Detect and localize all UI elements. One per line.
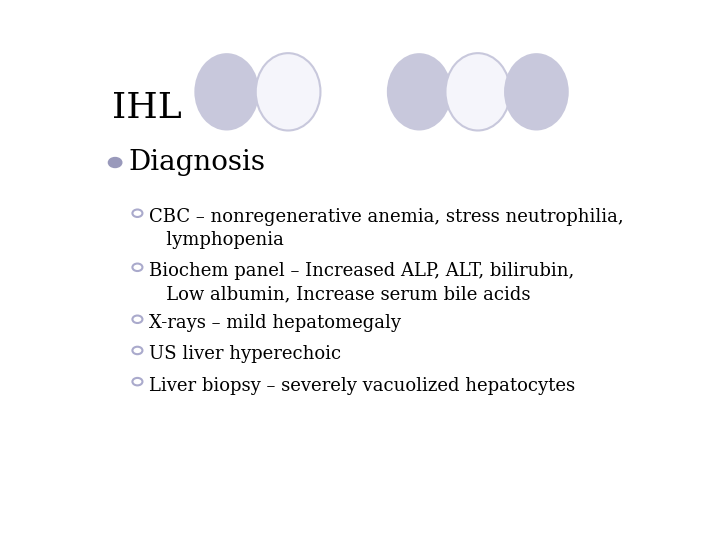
Ellipse shape (446, 53, 510, 131)
Text: CBC – nonregenerative anemia, stress neutrophilia,
   lymphopenia: CBC – nonregenerative anemia, stress neu… (148, 208, 624, 249)
Ellipse shape (256, 53, 320, 131)
Ellipse shape (387, 53, 451, 131)
Text: US liver hyperechoic: US liver hyperechoic (148, 346, 341, 363)
Circle shape (132, 378, 143, 386)
Text: X-rays – mild hepatomegaly: X-rays – mild hepatomegaly (148, 314, 400, 332)
Circle shape (109, 158, 122, 167)
Text: Diagnosis: Diagnosis (128, 149, 265, 176)
Circle shape (132, 210, 143, 217)
Circle shape (132, 315, 143, 323)
Text: Liver biopsy – severely vacuolized hepatocytes: Liver biopsy – severely vacuolized hepat… (148, 377, 575, 395)
Text: Biochem panel – Increased ALP, ALT, bilirubin,
   Low albumin, Increase serum bi: Biochem panel – Increased ALP, ALT, bili… (148, 262, 574, 303)
Text: IHL: IHL (112, 91, 182, 125)
Circle shape (132, 347, 143, 354)
Ellipse shape (504, 53, 569, 131)
Ellipse shape (194, 53, 259, 131)
Circle shape (132, 264, 143, 271)
